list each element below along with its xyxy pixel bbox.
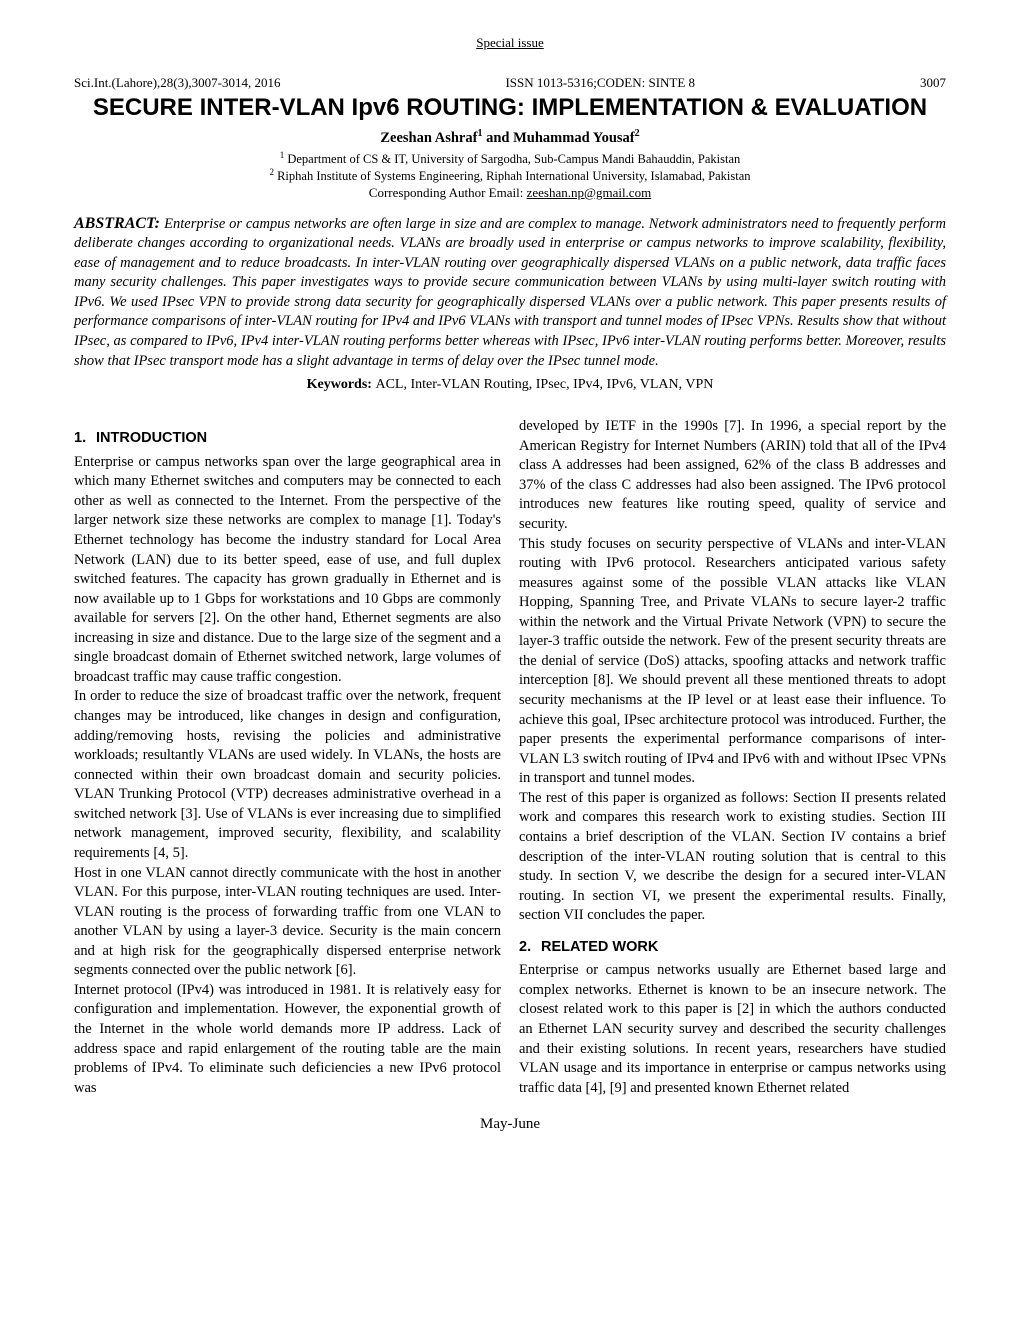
s2-para-1: Enterprise or campus networks usually ar…	[519, 961, 946, 1098]
section-1-heading: 1.INTRODUCTION	[74, 429, 501, 449]
page-number: 3007	[920, 75, 946, 91]
s1-para-4: Internet protocol (IPv4) was introduced …	[74, 981, 501, 1098]
section-2-num: 2.	[519, 938, 541, 958]
section-2-heading: 2.RELATED WORK	[519, 938, 946, 958]
footer-text: May-June	[74, 1116, 946, 1133]
author-and: and	[482, 130, 513, 146]
section-1-num: 1.	[74, 429, 96, 449]
s1-para-1: Enterprise or campus networks span over …	[74, 453, 501, 688]
keywords-text: ACL, Inter-VLAN Routing, IPsec, IPv4, IP…	[375, 377, 713, 392]
keywords-line: Keywords: ACL, Inter-VLAN Routing, IPsec…	[74, 377, 946, 393]
abstract-text: Enterprise or campus networks are often …	[74, 216, 946, 369]
corresponding-email[interactable]: zeeshan.np@gmail.com	[527, 185, 652, 200]
affiliation-1: 1 Department of CS & IT, University of S…	[74, 150, 946, 167]
header-meta-line: Sci.Int.(Lahore),28(3),3007-3014, 2016 I…	[74, 75, 946, 91]
aff2-text: Riphah Institute of Systems Engineering,…	[274, 169, 751, 183]
issn-code: ISSN 1013-5316;CODEN: SINTE 8	[505, 75, 695, 91]
aff1-text: Department of CS & IT, University of Sar…	[284, 152, 740, 166]
journal-citation: Sci.Int.(Lahore),28(3),3007-3014, 2016	[74, 75, 281, 91]
col2-para-3: The rest of this paper is organized as f…	[519, 789, 946, 926]
body-columns: 1.INTRODUCTION Enterprise or campus netw…	[74, 417, 946, 1098]
section-1-title: INTRODUCTION	[96, 430, 207, 446]
abstract-label: ABSTRACT:	[74, 215, 164, 232]
paper-title: SECURE INTER-VLAN Ipv6 ROUTING: IMPLEMEN…	[74, 94, 946, 122]
special-issue-label: Special issue	[74, 35, 946, 51]
s1-para-2: In order to reduce the size of broadcast…	[74, 687, 501, 863]
author-2: Muhammad Yousaf	[513, 130, 635, 146]
column-left: 1.INTRODUCTION Enterprise or campus netw…	[74, 417, 501, 1098]
email-label: Corresponding Author Email:	[369, 185, 527, 200]
author-1: Zeeshan Ashraf	[380, 130, 477, 146]
abstract-block: ABSTRACT: Enterprise or campus networks …	[74, 213, 946, 372]
section-2-title: RELATED WORK	[541, 939, 658, 955]
column-right: developed by IETF in the 1990s [7]. In 1…	[519, 417, 946, 1098]
s1-para-3: Host in one VLAN cannot directly communi…	[74, 864, 501, 981]
author-2-sup: 2	[635, 128, 640, 139]
col2-para-2: This study focuses on security perspecti…	[519, 535, 946, 789]
authors-line: Zeeshan Ashraf1 and Muhammad Yousaf2	[74, 128, 946, 147]
affiliation-2: 2 Riphah Institute of Systems Engineerin…	[74, 167, 946, 184]
col2-para-1: developed by IETF in the 1990s [7]. In 1…	[519, 417, 946, 534]
corresponding-email-line: Corresponding Author Email: zeeshan.np@g…	[74, 185, 946, 201]
keywords-label: Keywords:	[307, 377, 376, 392]
